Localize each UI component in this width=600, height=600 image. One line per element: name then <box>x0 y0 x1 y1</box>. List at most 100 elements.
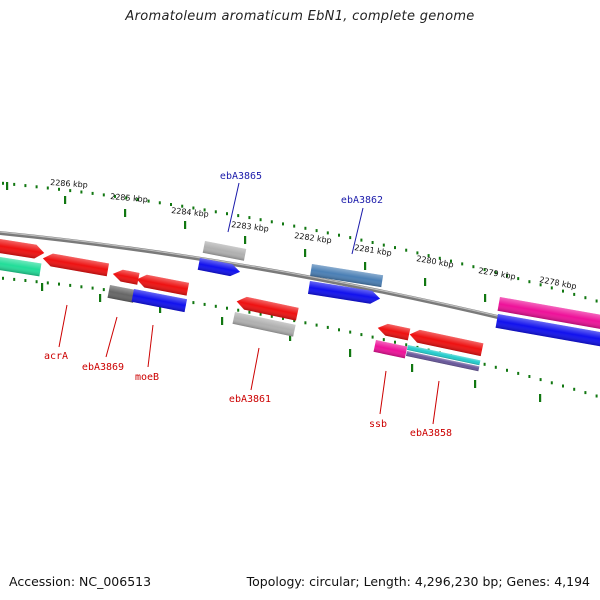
leader-line <box>147 324 154 368</box>
lower-tick-dot <box>550 381 553 385</box>
lower-tick-dot <box>595 394 598 398</box>
upper-tick-dot <box>24 184 27 188</box>
gene-arrow <box>112 269 140 285</box>
lower-tick-dot <box>394 340 396 344</box>
upper-tick-dot <box>349 236 352 240</box>
upper-tick-dot <box>248 216 251 220</box>
lower-tick-dot <box>360 333 363 337</box>
lower-tick-dot <box>371 335 374 339</box>
upper-tick-dot <box>136 198 139 201</box>
lower-tick-dot <box>58 282 60 286</box>
upper-tick-dot <box>506 274 508 278</box>
upper-tick-dot <box>461 262 464 266</box>
upper-tick-dot <box>394 246 396 250</box>
accession-text: Accession: NC_006513 <box>9 574 152 589</box>
gene-labels: ebA3865 ebA3862 acrA ebA3869 moeB ebA3861 ssb e… <box>44 171 452 439</box>
upper-tick-dot <box>181 204 184 208</box>
lower-tick-dot <box>338 328 340 332</box>
gene-arrow <box>406 345 481 366</box>
gene-label: ssb <box>369 419 387 430</box>
major-tick <box>411 364 414 372</box>
major-tick <box>6 182 9 190</box>
upper-tick-dot <box>91 191 94 195</box>
gene-label: acrA <box>44 351 68 362</box>
upper-tick-dot <box>282 222 284 226</box>
upper-tick-dot <box>259 218 262 222</box>
lower-tick-dot <box>203 302 206 306</box>
gene-arrow <box>373 340 408 359</box>
upper-tick-dot <box>528 280 531 284</box>
major-tick <box>424 278 427 286</box>
gene-label: ebA3861 <box>229 394 271 405</box>
gene-arrow <box>107 285 136 303</box>
lower-tick-dot <box>349 330 352 334</box>
upper-tick-dot <box>315 229 318 233</box>
lower-tick-dot <box>517 371 520 375</box>
upper-tick-dot <box>46 186 49 190</box>
lower-tick-dot <box>270 314 273 318</box>
lower-tick-dot <box>13 277 16 281</box>
upper-tick-dot <box>226 212 228 216</box>
lower-tick-dot <box>506 368 508 372</box>
upper-tick-dot <box>35 185 38 189</box>
major-tick <box>244 236 247 244</box>
gene-arrow <box>232 312 296 337</box>
upper-tick-dot <box>584 296 587 300</box>
gene-arrow <box>307 281 381 304</box>
lower-tick-dot <box>539 378 542 382</box>
upper-tick-dot <box>326 231 329 235</box>
upper-tick-dot <box>405 248 408 252</box>
upper-tick-dot <box>147 199 150 203</box>
upper-tick-dot <box>573 292 576 296</box>
gene-arrow <box>136 274 190 296</box>
gene-arrow <box>42 253 109 277</box>
major-tick <box>484 294 487 302</box>
lower-tick-dot <box>259 312 262 316</box>
upper-tick-dot <box>427 254 430 258</box>
lower-tick-dot <box>315 323 318 327</box>
lower-tick-dot <box>2 276 4 280</box>
major-tick <box>289 333 292 341</box>
gene-arrow <box>131 289 188 313</box>
gene-label: ebA3869 <box>82 362 124 373</box>
gene-features <box>0 238 600 372</box>
lower-tick-dot <box>483 362 486 366</box>
gene-arrow <box>236 296 299 321</box>
upper-tick-dot <box>170 203 172 206</box>
major-tick <box>349 349 352 357</box>
lower-tick-dot <box>293 319 296 323</box>
upper-tick-dot <box>114 194 116 198</box>
lower-tick-dot <box>528 375 531 378</box>
upper-tick-dot <box>517 277 520 281</box>
kbp-label: 2278 kbp <box>539 275 578 291</box>
leader-line <box>250 347 260 391</box>
topology-text: Topology: circular; Length: 4,296,230 bp… <box>246 574 590 589</box>
upper-tick-dot <box>237 214 240 218</box>
gene-label: ebA3862 <box>341 195 383 206</box>
kbp-label: 2279 kbp <box>478 266 517 281</box>
gene-arrow <box>202 241 247 261</box>
upper-tick-dot <box>550 286 553 290</box>
lower-tick-dot <box>91 286 94 290</box>
gene-arrow <box>197 258 241 277</box>
upper-tick-dot <box>80 190 83 194</box>
major-tick <box>474 380 477 388</box>
lower-tick-dot <box>304 321 307 325</box>
leader-line <box>105 316 118 358</box>
upper-tick-dot <box>304 226 307 230</box>
major-tick <box>41 283 44 291</box>
leader-line <box>432 380 440 425</box>
upper-tick-dot <box>192 206 195 210</box>
lower-tick-dot <box>46 281 49 285</box>
kbp-label: 2285 kbp <box>110 192 148 204</box>
lower-tick-dot <box>573 387 576 391</box>
upper-tick-dot <box>2 181 4 185</box>
kbp-label: 2284 kbp <box>171 206 209 219</box>
major-tick <box>124 209 127 217</box>
gene-arrow <box>497 297 600 330</box>
upper-tick-dot <box>158 201 161 205</box>
upper-tick-dot <box>450 259 452 263</box>
kbp-label: 2280 kbp <box>416 254 455 269</box>
kbp-label: 2283 kbp <box>231 220 270 234</box>
upper-tick-dot <box>338 233 340 237</box>
